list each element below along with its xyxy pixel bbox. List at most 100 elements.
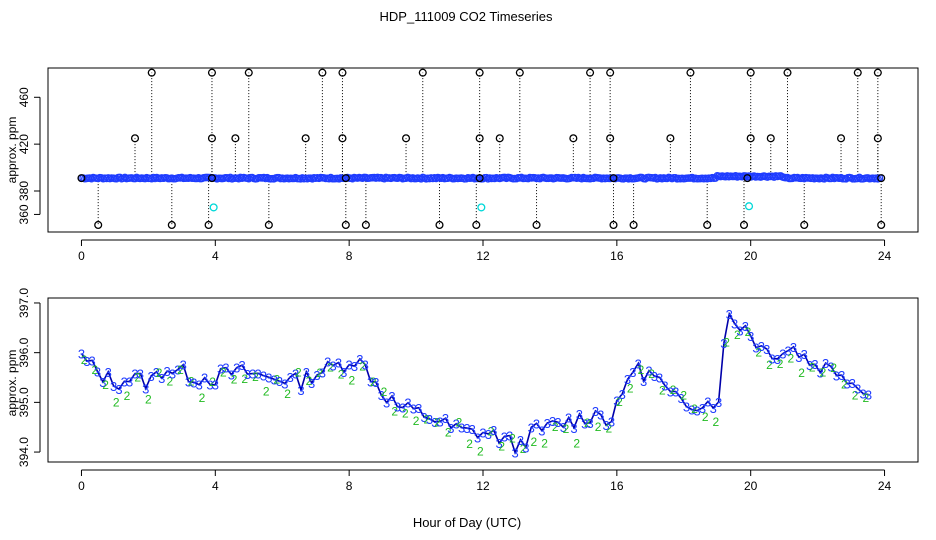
top-x-tick-label: 12 [476,249,490,263]
series-3-point: 3 [688,403,695,418]
raw-spike-point [666,134,675,143]
series-3-point: 3 [822,356,829,371]
series-2-point: 2 [338,368,345,382]
series-2-point: 2 [723,335,730,349]
series-2-point: 2 [209,375,216,389]
series-2-point: 2 [423,412,430,426]
series-3-point: 3 [474,431,481,446]
series-2-point: 2 [520,442,527,456]
raw-point [475,174,484,183]
series-3-point: 3 [586,416,593,431]
raw-spike-point [783,68,792,77]
series-2-point: 2 [188,375,195,389]
series-2-point: 2 [241,372,248,386]
series-3-point: 3 [137,367,144,382]
series-3-point: 3 [244,367,251,382]
raw-spike-point [264,220,273,230]
series-3-point: 3 [506,429,513,444]
series-3-point: 3 [233,361,240,376]
raw-spike-point [472,220,481,230]
series-2-point: 2 [841,378,848,392]
series-3-point: 3 [420,410,427,425]
raw-spike-point [435,220,444,230]
series-3-point: 3 [538,424,545,439]
series-3-point: 3 [362,358,369,373]
series-3-point: 3 [303,365,310,380]
series-2-point: 2 [488,424,495,438]
raw-spike-point [532,220,541,230]
series-3-point: 3 [715,395,722,410]
series-2-point: 2 [605,422,612,436]
series-3-point: 3 [512,446,519,461]
raw-spike-point [341,220,350,230]
series-3-point: 3 [731,316,738,331]
series-3-point: 3 [854,382,861,397]
series-2-point: 2 [702,410,709,424]
series-3-point: 3 [383,396,390,411]
series-3-point: 3 [544,416,551,431]
series-3-point: 3 [201,371,208,386]
series-2-point: 2 [648,367,655,381]
series-2-point: 2 [113,396,120,410]
series-3-point: 3 [276,374,283,389]
series-3-point: 3 [747,329,754,344]
raw-spike-point [318,68,327,77]
raw-spike-point [361,220,370,230]
series-3-point: 3 [592,404,599,419]
series-3-point: 3 [158,371,165,386]
series-3-point: 3 [774,352,781,367]
raw-spike-point [853,68,862,77]
series-3-point: 3 [388,389,395,404]
raw-spike-point [207,68,217,77]
series-3-point: 3 [720,336,727,351]
top-y-axis-label: approx. ppm [5,117,19,184]
series-3-point: 3 [367,374,374,389]
series-3-point: 3 [83,354,90,369]
series-3-point: 3 [699,401,706,416]
series-3-point: 3 [597,408,604,423]
series-2-point: 2 [199,391,206,405]
series-3-point: 3 [790,340,797,355]
series-2-point: 2 [691,402,698,416]
series-3-point: 3 [619,387,626,402]
raw-point [743,174,752,183]
series-3-point: 3 [110,379,117,394]
raw-spike-point [204,220,213,230]
top-y-tick-label: 360 [17,204,31,224]
raw-spike-point [167,220,176,230]
top-x-tick-label: 4 [212,249,219,263]
series-3-point: 3 [404,396,411,411]
series-2-point: 2 [734,328,741,342]
series-3-point: 3 [710,401,717,416]
raw-point [341,174,350,183]
series-3-point: 3 [329,358,336,373]
series-2-point: 2 [166,375,173,389]
series-3-point: 3 [603,418,610,433]
series-3-point: 3 [485,427,492,442]
series-3-point: 3 [372,375,379,390]
series-3-point: 3 [736,323,743,338]
series-3-point: 3 [768,352,775,367]
top-marks [77,68,886,230]
series-2-point: 2 [616,395,623,409]
series-3-point: 3 [319,366,326,381]
series-2-point: 2 [124,389,131,403]
series-3-point: 3 [447,421,454,436]
raw-spike-point [94,220,103,230]
series-2-point: 2 [820,365,827,379]
raw-spike-point [495,134,504,143]
bottom-x-tick-label: 4 [212,479,219,493]
raw-spike-point [629,220,638,230]
series-3-point: 3 [238,358,245,373]
raw-spike-point [873,134,882,143]
series-2-point: 2 [563,422,570,436]
series-3-point: 3 [694,404,701,419]
series-3-point: 3 [324,355,331,370]
series-2-point: 2 [316,366,323,380]
raw-spike-point [746,134,755,143]
top-x-tick-label: 16 [610,249,624,263]
bottom-plot-frame [47,297,919,463]
series-3-point: 3 [726,307,733,322]
series-3-point: 3 [779,347,786,362]
series-2-point: 2 [498,440,505,454]
